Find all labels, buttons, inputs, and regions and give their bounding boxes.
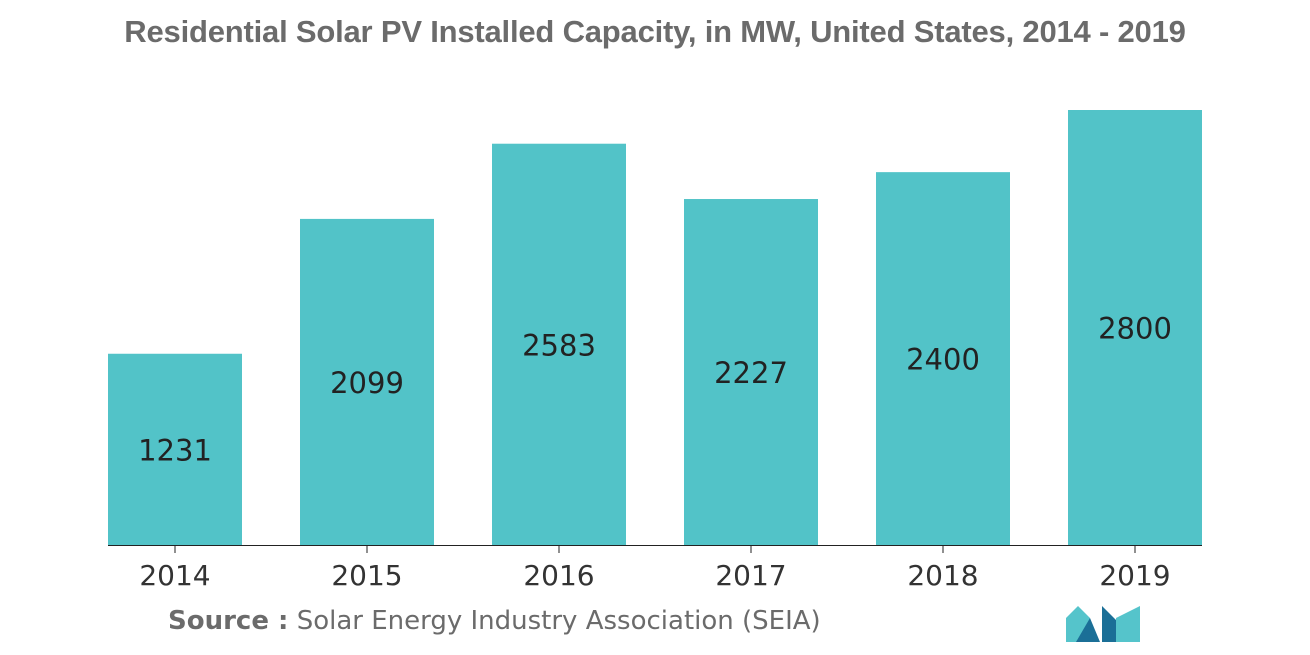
- x-tick-label-2018: 2018: [907, 559, 978, 592]
- value-label-2019: 2800: [1098, 312, 1172, 346]
- x-tick-label-2017: 2017: [715, 559, 786, 592]
- chart-title: Residential Solar PV Installed Capacity,…: [124, 14, 1186, 49]
- value-label-2014: 1231: [138, 433, 212, 467]
- value-label-2018: 2400: [906, 343, 980, 377]
- x-tick-label-2015: 2015: [331, 559, 402, 592]
- bar-2015: [300, 218, 434, 546]
- brand-logo-icon: [1066, 606, 1140, 642]
- bar-2016: [492, 143, 626, 545]
- source-label: Source :: [168, 606, 289, 636]
- bar-2017: [684, 199, 818, 545]
- x-tick-label-2019: 2019: [1099, 559, 1170, 592]
- x-tick-group: [174, 545, 1136, 553]
- bar-series: [108, 110, 1202, 546]
- x-tick-label-2014: 2014: [139, 559, 210, 592]
- x-tick-label-group: 2014 2015 2016 2017 2018 2019: [139, 559, 1170, 592]
- bar-2019: [1068, 110, 1202, 545]
- bar-2018: [876, 172, 1010, 545]
- value-label-2017: 2227: [714, 356, 788, 390]
- value-label-2016: 2583: [522, 328, 596, 362]
- source-note: Source : Solar Energy Industry Associati…: [168, 606, 821, 636]
- bar-2014: [108, 353, 242, 545]
- source-text: Solar Energy Industry Association (SEIA): [296, 606, 821, 636]
- value-label-group: 1231 2099 2583 2227 2400 2800: [138, 312, 1172, 468]
- x-tick-label-2016: 2016: [523, 559, 594, 592]
- value-label-2015: 2099: [330, 366, 404, 400]
